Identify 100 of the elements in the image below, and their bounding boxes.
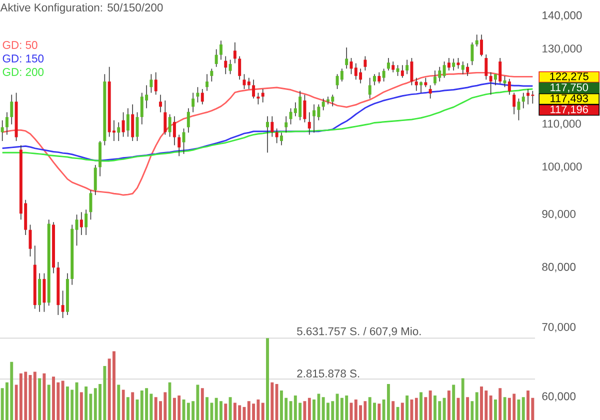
candlestick	[461, 61, 464, 75]
candlestick	[475, 34, 478, 47]
candlestick	[284, 116, 288, 134]
candlestick	[266, 116, 269, 154]
candlestick	[386, 58, 390, 71]
bar	[410, 400, 414, 420]
bar	[200, 388, 204, 420]
candlestick	[406, 59, 409, 75]
y-tick-label: 90,000	[542, 210, 576, 220]
text: 122,275	[550, 72, 588, 82]
candlestick	[322, 98, 325, 111]
bar	[494, 400, 497, 420]
y-tick-label: 140,000	[542, 11, 582, 21]
candlestick	[340, 68, 344, 82]
text: 117,493	[550, 94, 588, 104]
candlestick	[526, 88, 530, 105]
candlestick	[42, 272, 46, 312]
candlestick	[345, 47, 348, 70]
bar	[424, 397, 428, 420]
candlestick	[378, 72, 381, 84]
candlestick	[182, 128, 186, 154]
bar	[420, 392, 423, 420]
candlestick	[219, 40, 222, 60]
bar	[224, 404, 228, 420]
bar	[456, 398, 460, 420]
chart-title: Aktive Konfiguration: 50/150/200	[0, 3, 163, 14]
bar	[126, 397, 130, 420]
bar	[112, 351, 116, 420]
bar	[378, 404, 381, 420]
candlestick	[150, 74, 153, 94]
ref-line-label: 2.815.878 S.	[297, 370, 360, 378]
bar	[266, 338, 269, 420]
candlestick	[94, 164, 97, 196]
bar	[19, 373, 22, 420]
candlestick	[400, 64, 404, 78]
candlestick	[228, 59, 232, 75]
candlestick	[168, 114, 172, 138]
bar	[475, 392, 478, 420]
candlestick	[178, 134, 181, 157]
y-tick-label: 70,000	[542, 323, 576, 332]
y-tick-label: 130,000	[542, 44, 582, 54]
candlestick	[206, 74, 209, 92]
candlestick	[126, 108, 130, 138]
text: 117,750	[550, 83, 588, 93]
candlestick	[210, 68, 214, 82]
candlestick	[61, 290, 64, 318]
text: 117,196	[550, 105, 588, 115]
candlestick	[131, 104, 134, 142]
candlestick	[186, 108, 190, 134]
bar	[470, 401, 474, 420]
bar	[447, 390, 450, 420]
candlestick	[312, 104, 316, 134]
candlestick	[364, 56, 367, 71]
bar	[392, 401, 395, 420]
candlestick	[238, 56, 242, 80]
candlestick	[84, 209, 88, 236]
candlestick	[224, 56, 228, 75]
candlestick	[164, 100, 167, 136]
bar	[428, 390, 432, 420]
bar	[42, 373, 46, 420]
bar	[38, 378, 42, 420]
candlestick	[452, 58, 456, 71]
candlestick	[522, 92, 525, 109]
candlestick	[470, 42, 474, 66]
bar	[414, 398, 418, 420]
candlestick	[10, 94, 14, 125]
bar	[400, 402, 404, 420]
candlestick	[0, 120, 4, 142]
bar	[498, 388, 502, 420]
candlestick	[5, 112, 8, 136]
candlestick	[275, 128, 278, 144]
bar	[308, 398, 311, 420]
candlestick	[200, 88, 204, 105]
candlestick	[414, 77, 418, 92]
candlestick	[410, 58, 414, 86]
bar	[526, 390, 530, 420]
candlestick	[517, 98, 520, 121]
candlestick	[392, 61, 395, 73]
text: GD: 150	[2, 54, 44, 62]
candlestick	[303, 94, 306, 123]
candlestick	[252, 79, 256, 99]
bar	[312, 400, 316, 420]
candlestick	[172, 116, 176, 146]
text: GD: 50	[2, 41, 38, 49]
bar	[517, 400, 520, 420]
ref-line-label: 5.631.757 S. / 607,9 Mio.	[297, 327, 421, 337]
y-tick-label: 60,000	[542, 392, 576, 402]
bar	[219, 401, 222, 420]
candlestick	[256, 92, 260, 105]
candlestick	[484, 54, 488, 80]
bar	[489, 395, 492, 420]
bar	[47, 384, 50, 420]
bar	[303, 401, 306, 420]
candlestick	[480, 34, 483, 57]
candlestick	[308, 112, 311, 136]
candlestick	[373, 74, 376, 86]
candlestick	[420, 81, 423, 94]
bar	[206, 397, 209, 420]
candlestick	[428, 84, 432, 99]
text: GD: 200	[2, 68, 44, 76]
